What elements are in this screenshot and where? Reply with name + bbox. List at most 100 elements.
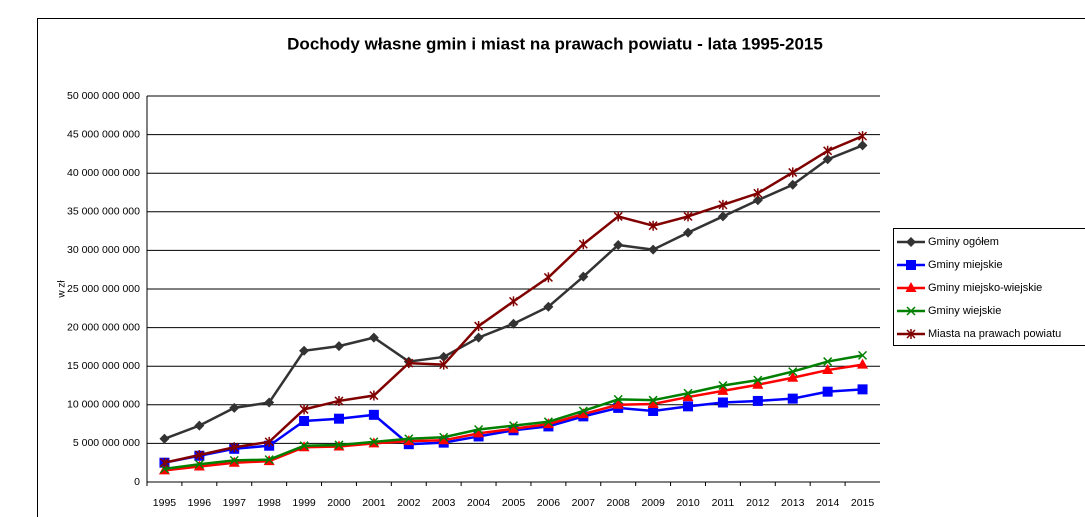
x-tick-label: 1996 — [188, 497, 212, 509]
marker — [194, 420, 205, 431]
marker — [264, 397, 275, 408]
marker — [439, 432, 449, 442]
marker — [403, 435, 415, 446]
marker — [438, 434, 450, 445]
y-tick-label: 40 000 000 000 — [67, 167, 140, 179]
marker — [229, 455, 239, 465]
marker — [404, 434, 414, 444]
marker — [229, 442, 239, 453]
marker — [822, 154, 833, 165]
legend-label: Gminy wiejskie — [928, 305, 1001, 317]
marker — [543, 301, 554, 312]
marker — [508, 422, 519, 433]
marker — [194, 449, 204, 460]
marker — [717, 211, 728, 222]
marker — [404, 358, 414, 369]
marker — [718, 380, 728, 391]
y-tick-label: 30 000 000 000 — [67, 244, 140, 256]
marker — [683, 211, 693, 222]
marker — [473, 427, 485, 438]
marker — [334, 395, 344, 406]
marker — [228, 456, 240, 467]
marker — [612, 398, 624, 409]
marker — [683, 401, 694, 412]
marker — [474, 321, 484, 332]
y-tick-label: 50 000 000 000 — [67, 90, 140, 102]
x-tick-label: 2001 — [362, 497, 386, 509]
x-tick-label: 2002 — [397, 497, 421, 509]
marker — [858, 131, 868, 142]
x-tick-label: 2012 — [746, 497, 770, 509]
marker — [474, 424, 484, 435]
y-tick-label: 25 000 000 000 — [67, 283, 140, 295]
marker — [439, 359, 449, 370]
marker — [159, 457, 169, 468]
marker — [368, 409, 379, 420]
marker — [334, 440, 344, 450]
marker — [648, 244, 659, 255]
marker — [717, 397, 728, 408]
x-tick-label: 2008 — [607, 497, 631, 509]
marker — [438, 351, 449, 362]
x-tick-label: 2006 — [537, 497, 561, 509]
marker — [857, 140, 868, 151]
legend-box — [893, 228, 1085, 346]
legend-label: Gminy miejsko-wiejskie — [928, 282, 1042, 294]
y-tick-label: 15 000 000 000 — [67, 360, 140, 372]
marker — [264, 455, 274, 465]
marker — [193, 460, 205, 471]
marker — [299, 345, 310, 356]
x-tick-label: 2015 — [851, 497, 875, 509]
marker — [682, 391, 694, 402]
marker — [369, 390, 379, 401]
legend-label: Gminy ogółem — [928, 236, 999, 248]
marker — [613, 239, 624, 250]
legend-label: Gminy miejskie — [928, 259, 1003, 271]
chart-title: Dochody własne gmin i miast na prawach p… — [287, 34, 823, 53]
marker — [857, 384, 868, 395]
marker — [788, 167, 798, 178]
marker — [906, 329, 916, 339]
marker — [648, 220, 658, 231]
marker — [788, 367, 798, 377]
marker — [857, 358, 869, 369]
y-tick-label: 0 — [134, 476, 140, 488]
x-tick-label: 1997 — [223, 497, 247, 509]
marker — [543, 272, 553, 283]
marker — [787, 393, 798, 404]
y-tick-label: 35 000 000 000 — [67, 206, 140, 218]
x-tick-label: 2011 — [712, 497, 735, 509]
y-axis-label: w zł — [57, 280, 68, 299]
marker — [683, 227, 694, 238]
marker — [473, 332, 484, 343]
marker — [906, 260, 916, 270]
x-tick-label: 2005 — [502, 497, 526, 509]
marker — [752, 395, 763, 406]
marker — [822, 386, 833, 397]
y-tick-label: 45 000 000 000 — [67, 128, 140, 140]
marker — [299, 404, 309, 415]
marker — [333, 413, 344, 424]
marker — [647, 398, 659, 409]
marker — [648, 405, 659, 416]
marker — [858, 350, 868, 360]
y-tick-label: 5 000 000 000 — [73, 437, 140, 449]
x-tick-label: 2013 — [781, 497, 805, 509]
marker — [906, 306, 916, 316]
marker — [906, 237, 916, 247]
marker — [578, 239, 588, 250]
x-tick-label: 2009 — [641, 497, 665, 509]
x-tick-label: 1998 — [257, 497, 281, 509]
marker — [299, 441, 309, 451]
marker — [613, 394, 623, 404]
marker — [787, 371, 799, 382]
x-tick-label: 1999 — [292, 497, 316, 509]
x-tick-label: 2003 — [432, 497, 456, 509]
marker — [753, 188, 763, 199]
marker — [542, 418, 554, 429]
marker — [508, 421, 519, 431]
marker — [648, 395, 658, 405]
x-tick-label: 2014 — [816, 497, 840, 509]
marker — [822, 364, 834, 375]
